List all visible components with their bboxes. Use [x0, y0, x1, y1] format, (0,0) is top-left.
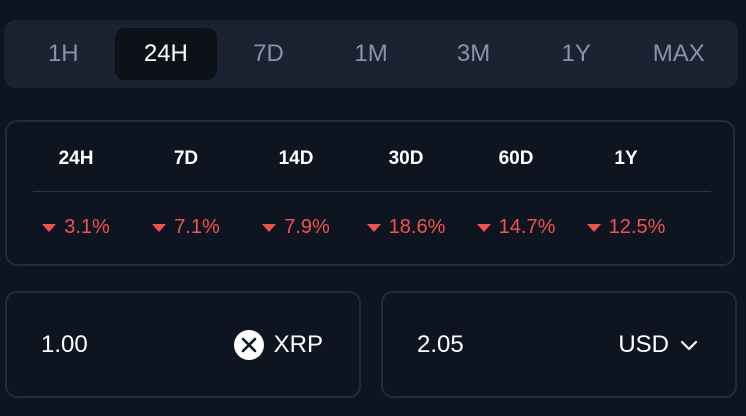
stats-header-1y: 1Y: [614, 148, 638, 169]
caret-down-icon: [152, 223, 167, 232]
price-change-stats: 24H 7D 14D 30D 60D 1Y 3.1% 7.1% 7.9% 18.…: [5, 120, 735, 266]
stats-value-14d: 7.9%: [241, 216, 351, 239]
caret-down-icon: [586, 223, 601, 232]
change-percent: 14.7%: [498, 216, 556, 238]
stats-value-row: 3.1% 7.1% 7.9% 18.6% 14.7% 12.5%: [21, 216, 721, 239]
to-currency-label: USD: [618, 330, 669, 358]
change-percent: 7.9%: [284, 216, 330, 238]
from-amount-box[interactable]: 1.00 XRP: [5, 291, 361, 398]
stats-value-60d: 14.7%: [461, 216, 571, 239]
stats-header-24h: 24H: [58, 148, 94, 169]
caret-down-icon: [476, 223, 491, 232]
to-currency-select[interactable]: USD: [618, 331, 699, 359]
change-percent: 18.6%: [388, 216, 446, 238]
stats-header-14d: 14D: [278, 148, 314, 169]
tab-1y[interactable]: 1Y: [561, 40, 591, 67]
stats-divider: [33, 191, 711, 192]
tab-3m[interactable]: 3M: [456, 40, 491, 67]
stats-header-row: 24H 7D 14D 30D 60D 1Y: [21, 148, 721, 170]
stats-header-30d: 30D: [388, 148, 424, 169]
to-amount-input[interactable]: 2.05: [417, 330, 464, 358]
caret-down-icon: [262, 223, 277, 232]
from-currency: XRP: [233, 329, 323, 360]
stats-value-30d: 18.6%: [351, 216, 461, 239]
change-percent: 12.5%: [608, 216, 666, 238]
tab-24h[interactable]: 24H: [114, 28, 218, 80]
tab-7d[interactable]: 7D: [253, 40, 284, 67]
tab-1h[interactable]: 1H: [47, 40, 79, 67]
tab-max[interactable]: MAX: [652, 40, 705, 67]
change-percent: 7.1%: [174, 216, 220, 238]
stats-value-1y: 12.5%: [571, 216, 681, 239]
stats-header-7d: 7D: [173, 148, 199, 169]
tab-1m[interactable]: 1M: [354, 40, 388, 67]
caret-down-icon: [42, 223, 57, 232]
chevron-down-icon: [679, 338, 699, 352]
xrp-logo-icon: [233, 329, 264, 360]
stats-value-7d: 7.1%: [131, 216, 241, 239]
change-percent: 3.1%: [64, 216, 110, 238]
timeframe-tabs: 1H 24H 7D 1M 3M 1Y MAX: [4, 20, 738, 88]
from-amount-input[interactable]: 1.00: [41, 330, 88, 358]
stats-header-60d: 60D: [498, 148, 534, 169]
from-currency-label: XRP: [273, 330, 323, 358]
to-amount-box[interactable]: 2.05 USD: [381, 291, 737, 398]
stats-value-24h: 3.1%: [21, 216, 131, 239]
caret-down-icon: [366, 223, 381, 232]
